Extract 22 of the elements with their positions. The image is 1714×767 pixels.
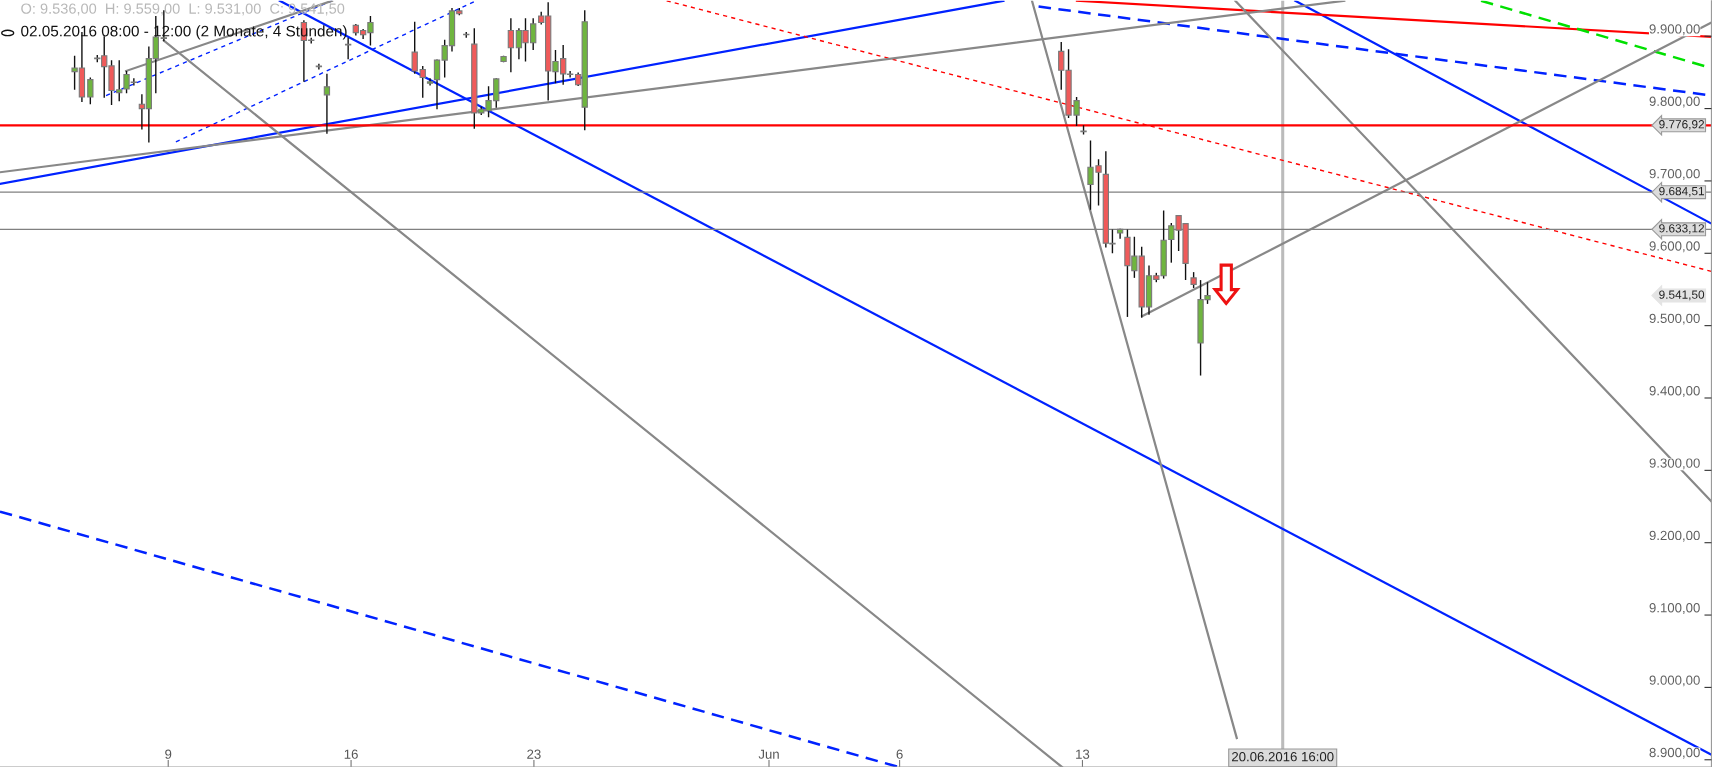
ref-line-label: 9.776,92	[1659, 120, 1704, 130]
y-tick-label: 9.100,00	[1649, 603, 1700, 615]
y-tick-label: 9.200,00	[1649, 530, 1700, 542]
annotation: 9.541,50	[1659, 290, 1705, 301]
y-tick-label: 8.900,00	[1649, 747, 1700, 759]
y-tick-label: 9.400,00	[1649, 386, 1700, 397]
x-tick-label: 6	[896, 749, 903, 759]
ref-line-label: 9.633,12	[1659, 224, 1704, 234]
y-tick-label: 9.900,00	[1649, 24, 1700, 36]
y-tick-label: 9.000,00	[1649, 675, 1700, 687]
y-tick-label: 9.300,00	[1649, 458, 1700, 470]
x-tick-label: 16	[344, 749, 358, 759]
ref-line-label: 20.06.2016 16:00	[1232, 751, 1334, 762]
x-tick-label: 13	[1076, 749, 1090, 759]
y-tick-label: 9.800,00	[1649, 96, 1700, 108]
x-tick-label: 23	[527, 749, 541, 759]
y-tick-label: 9.500,00	[1649, 313, 1700, 325]
ref-line-label: 9.684,51	[1659, 186, 1705, 197]
x-tick-label: Jun	[758, 749, 779, 759]
x-tick-label: 9	[165, 749, 172, 759]
y-tick-label: 9.600,00	[1649, 241, 1700, 253]
y-tick-label: 9.700,00	[1649, 168, 1700, 180]
